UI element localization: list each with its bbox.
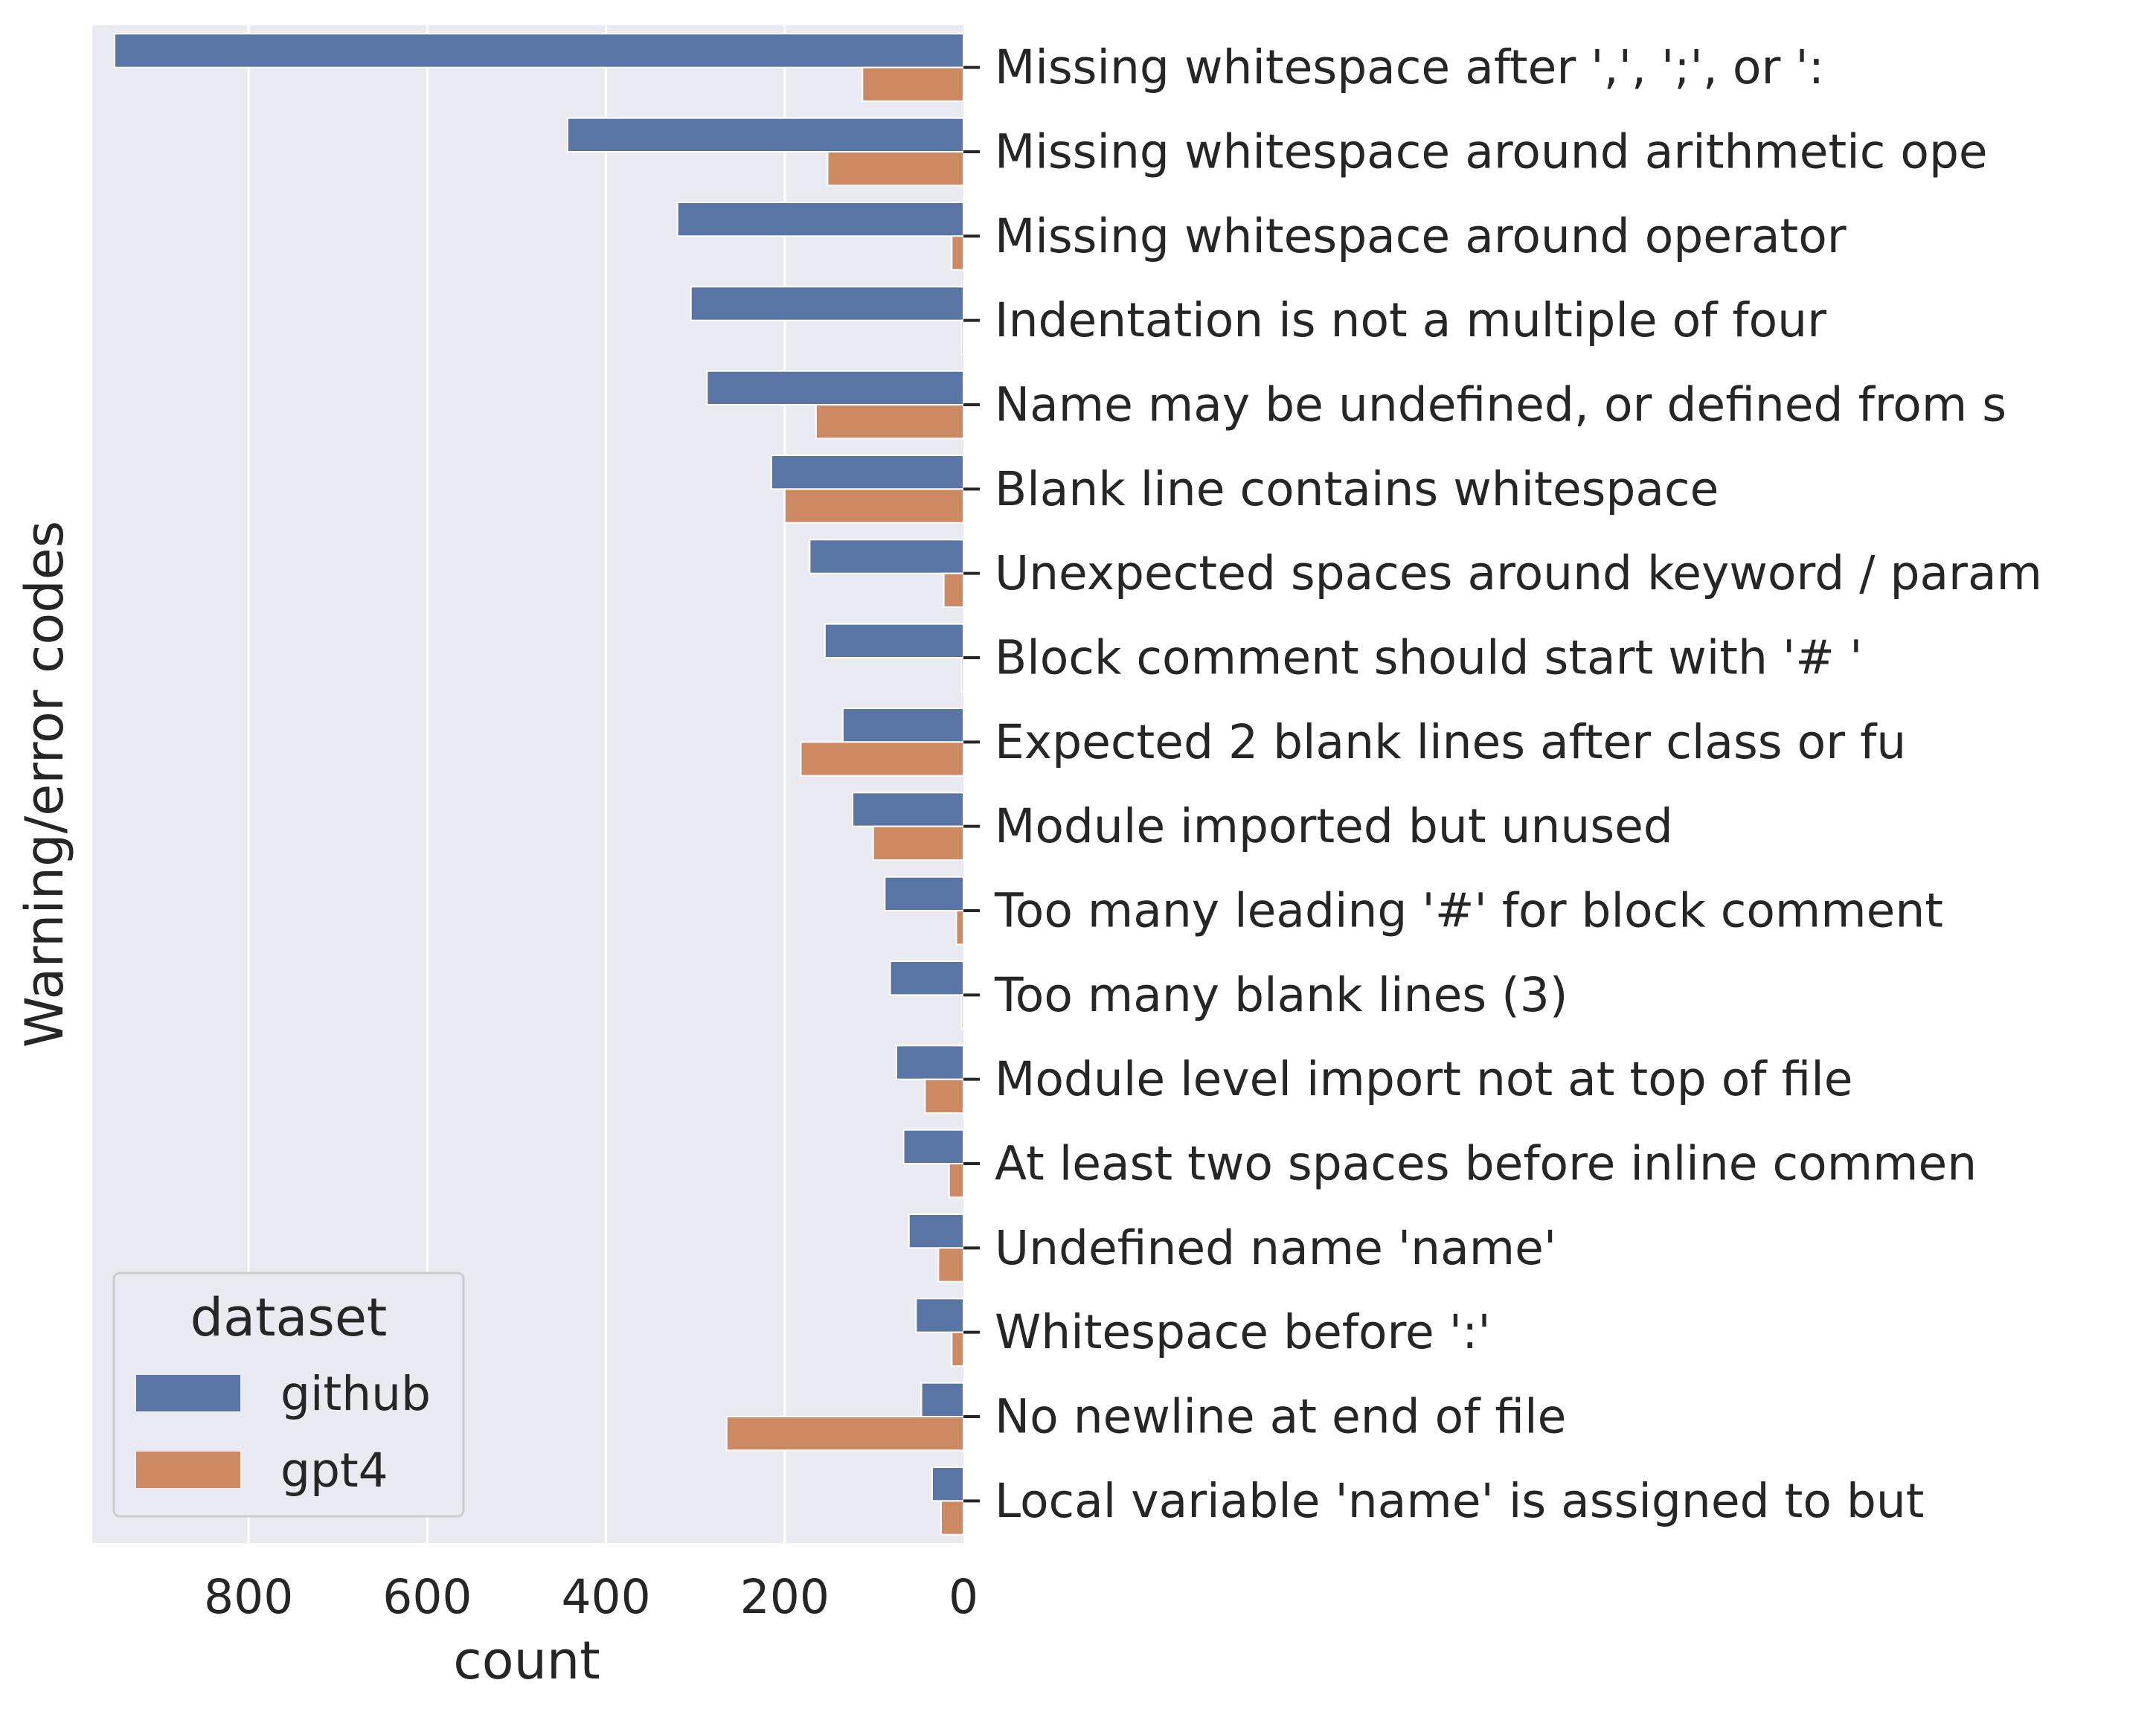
y-axis-title: Warning/error codes <box>14 521 75 1048</box>
bar-github <box>706 370 965 405</box>
x-tick-label: 0 <box>949 1570 978 1624</box>
bar-gpt4 <box>800 741 964 777</box>
bar-github <box>908 1213 964 1249</box>
y-tick-label: Too many leading '#' for block comment <box>994 884 1943 938</box>
y-tick-label: Blank line contains whitespace <box>995 462 1719 516</box>
bar-github <box>841 708 965 743</box>
bar-gpt4 <box>725 1416 964 1452</box>
legend-title: dataset <box>190 1287 388 1348</box>
bar-github <box>895 1045 965 1080</box>
x-tick-label: 400 <box>561 1570 650 1624</box>
bar-gpt4 <box>924 1078 965 1114</box>
bar-gpt4 <box>827 151 964 187</box>
legend: dataset github gpt4 <box>112 1272 465 1518</box>
legend-label-gpt4: gpt4 <box>280 1443 388 1498</box>
bar-gpt4 <box>955 910 965 946</box>
y-axis: Missing whitespace after ',', ';', or ':… <box>963 40 2042 1528</box>
bar-github <box>824 623 965 659</box>
legend-swatch-gpt4 <box>136 1452 240 1488</box>
bar-gpt4 <box>872 825 964 861</box>
bar-github <box>931 1466 965 1502</box>
bar-github <box>920 1382 964 1417</box>
bar-gpt4 <box>960 319 964 355</box>
y-tick-label: Undefined name 'name' <box>995 1221 1556 1275</box>
bar-gpt4 <box>948 1163 964 1199</box>
legend-label-github: github <box>280 1367 431 1421</box>
y-tick-label: Module imported but unused <box>995 799 1673 853</box>
x-axis-title: count <box>453 1630 600 1691</box>
bar-github <box>566 117 964 153</box>
bar-gpt4 <box>937 1247 965 1283</box>
y-tick-label: Too many blank lines (3) <box>994 968 1568 1022</box>
bar-github <box>114 33 964 68</box>
bar-github <box>770 455 965 490</box>
y-tick-label: Missing whitespace around operator <box>995 209 1847 263</box>
bar-gpt4 <box>960 657 964 693</box>
y-tick-label: Name may be undefined, or defined from s <box>995 378 2006 432</box>
bar-github <box>915 1298 964 1333</box>
y-tick-label: Block comment should start with '# ' <box>995 631 1862 685</box>
x-tick-label: 200 <box>740 1570 830 1624</box>
y-tick-label: Whitespace before ':' <box>995 1305 1491 1359</box>
y-tick-label: Unexpected spaces around keyword / param <box>995 546 2042 600</box>
bar-github <box>852 792 965 827</box>
y-tick-label: Indentation is not a multiple of four <box>995 293 1826 347</box>
bar-gpt4 <box>862 66 964 102</box>
x-tick-label: 800 <box>204 1570 293 1624</box>
bar-github <box>884 876 964 911</box>
x-axis: 800 600 400 200 0 <box>204 1570 978 1624</box>
y-tick-label: No newline at end of file <box>995 1390 1566 1444</box>
legend-swatch-github <box>136 1375 240 1411</box>
bar-gpt4 <box>951 1331 965 1367</box>
bar-gpt4 <box>940 1500 965 1536</box>
bar-github <box>889 961 964 996</box>
bar-github <box>690 286 965 321</box>
bar-gpt4 <box>815 404 965 440</box>
bar-gpt4 <box>960 994 964 1030</box>
y-tick-label: Module level import not at top of file <box>995 1052 1852 1106</box>
x-tick-label: 600 <box>382 1570 472 1624</box>
bar-github <box>902 1129 964 1164</box>
y-tick-label: Missing whitespace around arithmetic ope <box>995 125 1988 179</box>
bars <box>114 33 965 1536</box>
bar-github <box>809 539 964 574</box>
bar-github <box>676 202 965 237</box>
y-tick-label: Local variable 'name' is assigned to but <box>995 1474 1925 1528</box>
bar-gpt4 <box>783 488 965 524</box>
y-tick-label: Missing whitespace after ',', ';', or ': <box>995 40 1824 94</box>
bar-gpt4 <box>943 572 964 609</box>
bar-gpt4 <box>951 235 965 271</box>
y-tick-label: At least two spaces before inline commen <box>995 1137 1977 1191</box>
y-tick-label: Expected 2 blank lines after class or fu <box>995 715 1906 769</box>
